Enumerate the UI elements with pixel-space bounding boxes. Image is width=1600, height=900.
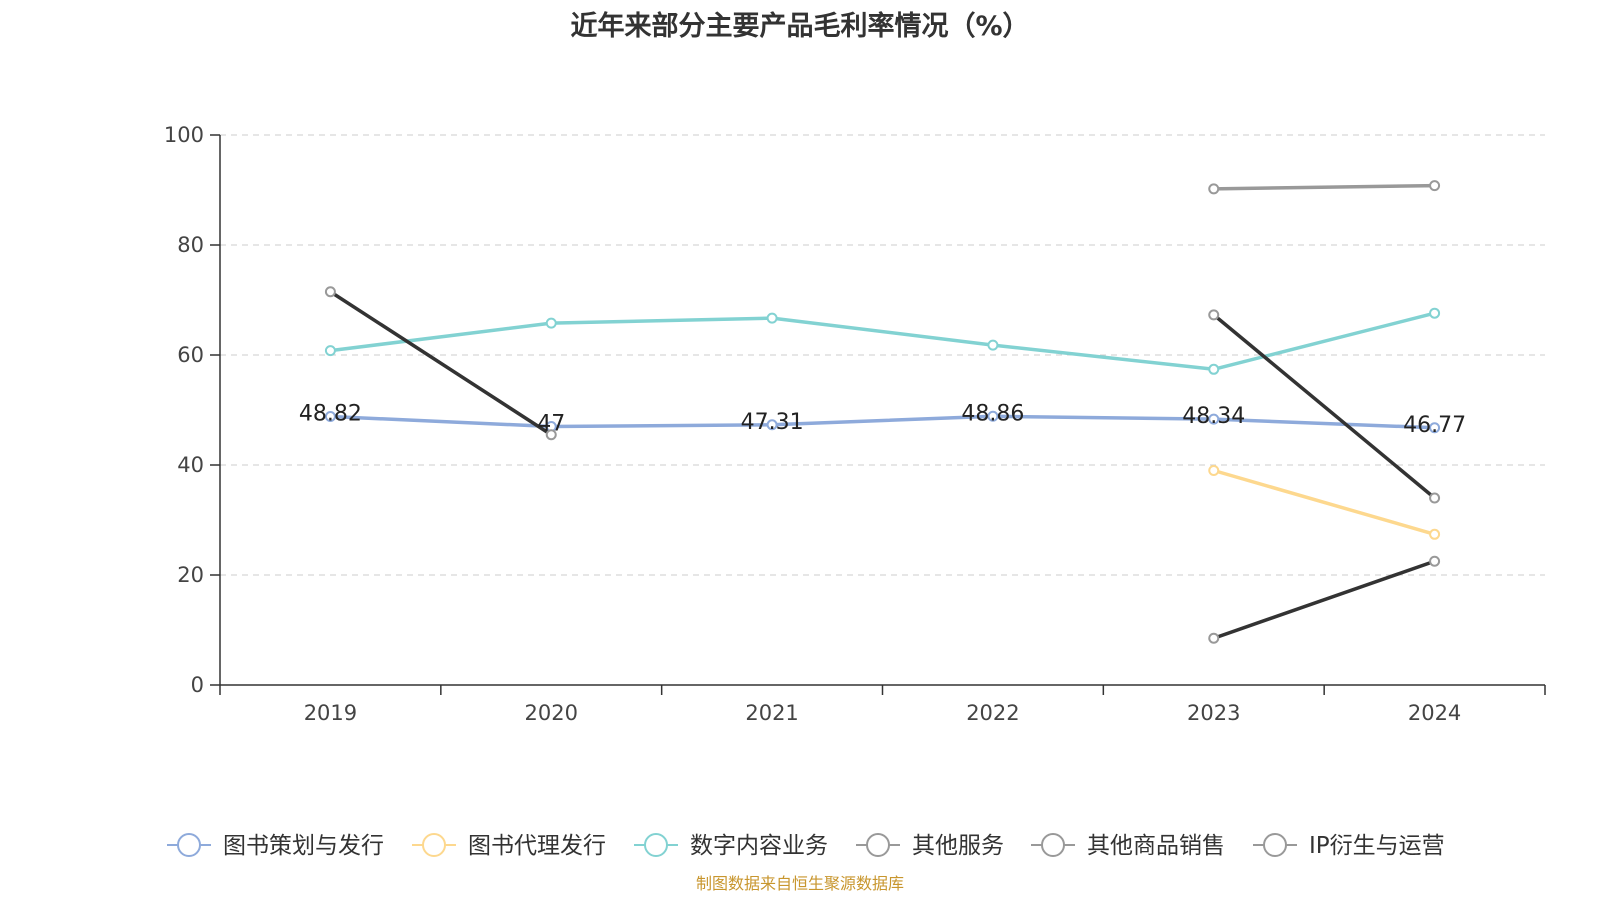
axes: 0 20 40 60 80 100 2019 2020 2021 2022 2023 2024 [164,123,1546,725]
data-point [545,429,557,441]
legend-item-0: 图书策划与发行 [167,833,384,859]
legend-item-1: 图书代理发行 [412,833,606,859]
y-tick-label: 60 [177,343,204,367]
data-label: 46.77 [1403,413,1466,438]
data-label: 47.31 [741,410,804,435]
series-line [1212,468,1437,537]
data-point [324,410,336,422]
series-2 [324,307,1441,375]
legend-label: 数字内容业务 [690,833,828,859]
data-label: 48.86 [961,401,1024,426]
data-point [766,419,778,431]
legend-marker [866,833,890,857]
legend-marker [422,833,446,857]
series-line [328,311,1437,372]
series-3 [324,286,1441,504]
y-tick-label: 0 [191,673,204,697]
x-tick-label: 2023 [1187,701,1240,725]
legend-marker [1263,833,1287,857]
legend-label: 其他商品销售 [1087,833,1225,859]
legend-label: 图书策划与发行 [223,833,384,859]
x-tick-label: 2024 [1408,701,1461,725]
data-point [1208,309,1220,321]
data-point [1208,465,1220,476]
data-point [324,345,336,357]
data-point [987,410,999,422]
x-tick-label: 2021 [745,701,798,725]
y-tick-label: 80 [177,233,204,257]
data-point [1429,307,1441,319]
data-label: 47 [537,412,565,437]
data-point [1429,555,1441,567]
x-tick-label: 2019 [304,701,357,725]
x-tick-label: 2020 [525,701,578,725]
legend-marker [1041,833,1065,857]
legend-item-3: 其他服务 [856,833,1004,859]
legend: 图书策划与发行 图书代理发行 数字内容业务 其他服务 其他商品销售 IP衍生与运营 [167,833,1445,859]
legend-item-2: 数字内容业务 [634,833,828,859]
series-0 [324,410,1441,434]
series-line [328,290,553,437]
data-point [1208,363,1220,375]
data-point [1429,422,1441,434]
data-point [1429,528,1441,540]
series-lines [324,180,1441,644]
series-line [1212,183,1437,191]
data-point [324,286,336,298]
grid-lines [220,134,1545,576]
legend-label: 其他服务 [912,833,1004,859]
data-labels: 48.82 47 47.31 48.86 48.34 46.77 [299,401,1466,437]
series-line [1212,559,1437,640]
x-tick-label: 2022 [966,701,1019,725]
legend-marker [177,833,201,857]
series-line [1212,313,1437,500]
y-tick-label: 40 [177,453,204,477]
series-line [328,414,1437,430]
data-point [545,317,557,329]
series-4 [1208,180,1441,195]
chart-title: 近年来部分主要产品毛利率情况（%） [570,11,1030,42]
source-note: 制图数据来自恒生聚源数据库 [695,874,904,893]
data-point [1429,180,1441,192]
legend-item-5: IP衍生与运营 [1253,833,1445,859]
data-label: 48.34 [1182,404,1245,429]
y-tick-label: 100 [164,123,204,147]
data-point [987,339,999,351]
data-label: 48.82 [299,401,362,426]
legend-item-4: 其他商品销售 [1031,833,1225,859]
data-point [766,312,778,324]
legend-label: IP衍生与运营 [1309,833,1445,859]
data-point [1208,183,1220,195]
data-point [1429,492,1441,504]
series-1 [1208,465,1441,540]
data-point [1208,413,1220,425]
legend-label: 图书代理发行 [468,833,606,859]
data-point [1208,632,1220,644]
legend-marker [644,833,668,857]
series-5 [1208,555,1441,644]
y-tick-label: 20 [177,563,204,587]
